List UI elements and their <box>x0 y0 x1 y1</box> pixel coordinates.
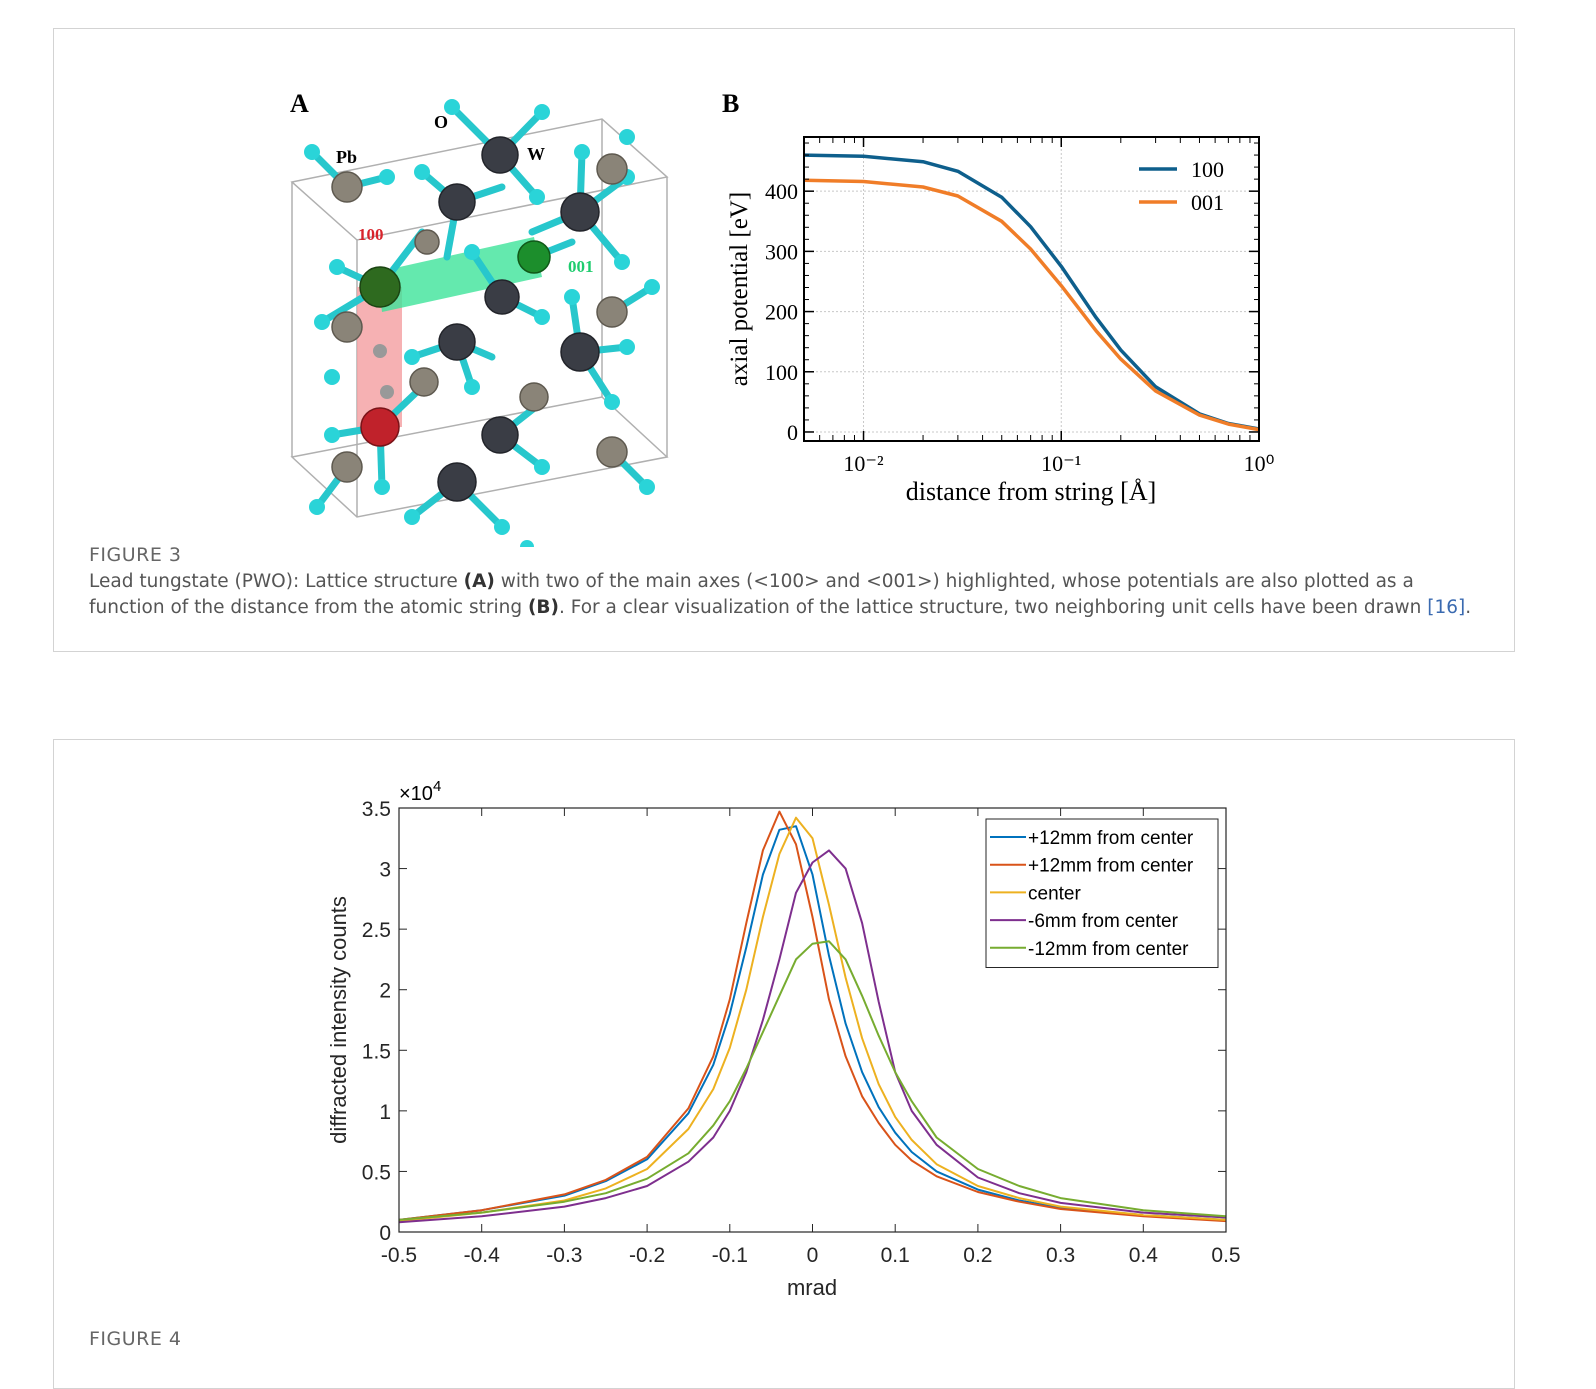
y-tick-label: 300 <box>765 239 798 264</box>
x-tick-label: 0.1 <box>881 1244 910 1267</box>
x-tick-label: -0.2 <box>629 1244 665 1267</box>
y-tick-label: 2 <box>379 980 391 1003</box>
y-tick-label: 400 <box>765 179 798 204</box>
legend-label: -6mm from center <box>1028 911 1179 932</box>
x-tick-label: 0.3 <box>1046 1244 1075 1267</box>
legend-label: -12mm from center <box>1028 939 1189 960</box>
y-tick-label: 2.5 <box>362 919 391 942</box>
figure-3-caption: Lead tungstate (PWO): Lattice structure … <box>89 571 1472 618</box>
y-axis-label: diffracted intensity counts <box>326 896 351 1144</box>
figure-3-label: FIGURE 3 <box>89 544 182 566</box>
y-tick-label: 1.5 <box>362 1040 391 1063</box>
x-tick-label: 10⁻¹ <box>1041 451 1081 476</box>
lead-atoms <box>331 153 628 483</box>
y-tick-label: 3 <box>379 859 391 882</box>
axis-001-highlight <box>377 237 542 312</box>
x-tick-label: 0.2 <box>963 1244 992 1267</box>
figure-3-card: A <box>53 28 1515 652</box>
y-axis-label: axial potential [eV] <box>726 192 753 386</box>
axis-001-label: 001 <box>568 257 594 276</box>
lead-label: Pb <box>336 147 357 167</box>
legend-label: +12mm from center <box>1028 828 1194 849</box>
tungsten-atoms <box>437 136 600 502</box>
series-line-1 <box>398 810 1227 1223</box>
axis-001-end-atom <box>517 240 551 274</box>
series-line-001 <box>803 178 1260 432</box>
x-tick-label: 10⁰ <box>1244 451 1275 476</box>
x-axis-label: mrad <box>787 1275 837 1300</box>
tungsten-label: W <box>527 144 545 164</box>
plot-frame <box>398 807 1227 1233</box>
series-line-2 <box>398 816 1227 1223</box>
oxygen-atoms <box>304 99 660 547</box>
axis-100-label: 100 <box>358 225 384 244</box>
legend-label: 001 <box>1191 190 1224 215</box>
x-tick-label: 10⁻² <box>843 451 884 476</box>
legend-label: 100 <box>1191 157 1224 182</box>
plot-frame <box>803 136 1260 442</box>
x-tick-label: 0.4 <box>1129 1244 1159 1267</box>
axis-100-start-atom <box>359 266 401 308</box>
x-tick-label: 0 <box>807 1244 819 1267</box>
y-tick-label: 1 <box>379 1101 391 1124</box>
x-tick-label: -0.3 <box>546 1244 582 1267</box>
axial-potential-chart: B 0 100 200 300 400 10⁻² 10⁻¹ 10⁰ distance from… <box>722 89 1275 506</box>
x-tick-label: -0.4 <box>464 1244 501 1267</box>
series-line-4 <box>398 940 1227 1221</box>
x-tick-label: -0.5 <box>381 1244 417 1267</box>
x-tick-label: -0.1 <box>712 1244 748 1267</box>
y-tick-label: 0.5 <box>362 1161 391 1184</box>
oxygen-label: O <box>434 112 448 132</box>
y-tick-label: 100 <box>765 360 798 385</box>
panel-b-letter: B <box>722 89 739 118</box>
figure-4-label: FIGURE 4 <box>89 1328 182 1350</box>
x-tick-label: 0.5 <box>1211 1244 1240 1267</box>
series-line-0 <box>398 825 1227 1221</box>
axis-100-end-atom <box>360 407 400 447</box>
diffracted-intensity-chart: -0.5 -0.4 -0.3 -0.2 -0.1 0 0.1 0.2 0.3 0.4 0.5 0 0.5… <box>326 778 1241 1300</box>
axis-multiplier: ×104 <box>399 778 441 805</box>
figure-4-card: -0.5 -0.4 -0.3 -0.2 -0.1 0 0.1 0.2 0.3 0.4 0.5 0 0.5… <box>53 739 1515 1389</box>
y-tick-label: 200 <box>765 300 798 325</box>
y-tick-label: 3.5 <box>362 798 391 821</box>
y-tick-label: 0 <box>379 1222 391 1245</box>
citation-link[interactable]: [16] <box>1427 597 1466 618</box>
y-tick-label: 0 <box>787 420 798 445</box>
x-axis-label: distance from string [Å] <box>906 477 1157 506</box>
lattice-structure-image: A <box>290 89 669 547</box>
legend-label: +12mm from center <box>1028 856 1194 877</box>
panel-a-letter: A <box>290 89 309 118</box>
series-line-3 <box>398 849 1227 1224</box>
legend-label: center <box>1028 883 1081 904</box>
